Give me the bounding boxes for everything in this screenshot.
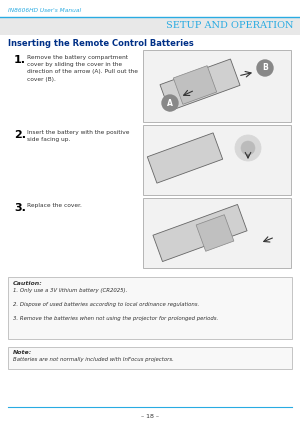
Text: Batteries are not normally included with InFocus projectors.: Batteries are not normally included with… — [13, 357, 174, 362]
Bar — [0, 17, 300, 35]
Circle shape — [162, 95, 178, 111]
Text: 1.: 1. — [14, 55, 26, 65]
Polygon shape — [173, 66, 217, 104]
Circle shape — [257, 60, 273, 76]
Polygon shape — [147, 133, 223, 183]
Text: 3.: 3. — [14, 203, 26, 213]
Text: IN8606HD User's Manual: IN8606HD User's Manual — [8, 8, 81, 13]
Text: Inserting the Remote Control Batteries: Inserting the Remote Control Batteries — [8, 39, 194, 48]
Text: B: B — [262, 64, 268, 73]
Circle shape — [235, 135, 261, 161]
Text: Remove the battery compartment
cover by sliding the cover in the
direction of th: Remove the battery compartment cover by … — [27, 55, 138, 81]
Polygon shape — [153, 204, 247, 262]
Text: Caution:: Caution: — [13, 281, 43, 286]
Text: Replace the cover.: Replace the cover. — [27, 203, 82, 208]
Text: 1. Only use a 3V lithium battery (CR2025).

2. Dispose of used batteries accordi: 1. Only use a 3V lithium battery (CR2025… — [13, 288, 218, 321]
Text: A: A — [167, 98, 173, 108]
Polygon shape — [196, 215, 234, 251]
Bar — [8, 347, 292, 369]
Bar — [8, 277, 292, 339]
Text: SETUP AND OPERATION: SETUP AND OPERATION — [166, 22, 293, 31]
Bar — [143, 50, 291, 122]
Text: Note:: Note: — [13, 350, 32, 355]
Text: 2.: 2. — [14, 130, 26, 140]
Circle shape — [241, 141, 255, 155]
Bar — [143, 125, 291, 195]
Text: – 18 –: – 18 – — [141, 414, 159, 419]
Text: Insert the battery with the positive
side facing up.: Insert the battery with the positive sid… — [27, 130, 130, 142]
Polygon shape — [160, 59, 240, 111]
Bar — [143, 198, 291, 268]
